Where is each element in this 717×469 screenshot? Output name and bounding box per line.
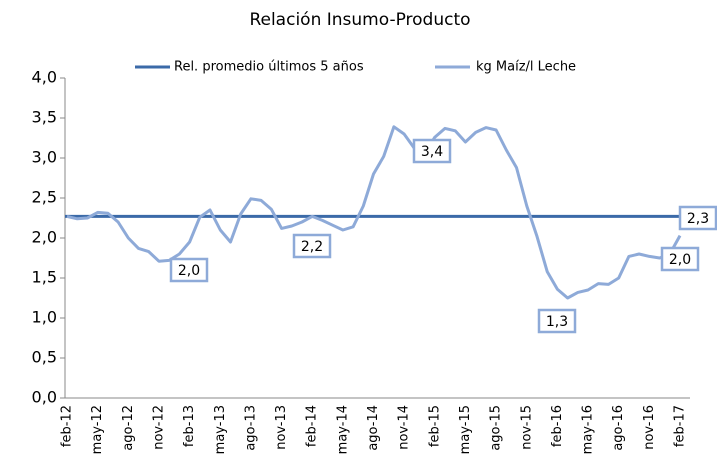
y-tick-label: 2,5 — [32, 188, 57, 207]
x-tick-label: nov-15 — [519, 405, 534, 450]
annotation-label: 2,0 — [669, 252, 691, 268]
annotation-label: 3,4 — [421, 144, 443, 160]
y-tick-label: 0,5 — [32, 348, 57, 367]
y-tick-label: 3,0 — [32, 148, 57, 167]
x-tick-label: nov-12 — [151, 405, 166, 450]
x-tick-label: feb-16 — [550, 405, 565, 447]
annotation-box — [660, 246, 700, 272]
annotation-box — [169, 257, 209, 283]
annotation-box — [292, 233, 332, 259]
x-tick-label: feb-14 — [305, 405, 320, 447]
x-tick-label: feb-13 — [182, 405, 197, 447]
y-tick-label: 1,5 — [32, 268, 57, 287]
y-tick-label: 3,5 — [32, 108, 57, 127]
x-tick-label: ago-13 — [243, 405, 258, 451]
annotation-label: 2,2 — [301, 239, 323, 255]
x-tick-label: may-14 — [335, 405, 350, 454]
chart-title: Relación Insumo-Producto — [249, 10, 470, 30]
x-tick-label: nov-13 — [274, 405, 289, 450]
series-line — [66, 125, 682, 300]
x-tick-label: may-12 — [90, 405, 105, 454]
y-tick-label: 4,0 — [32, 68, 57, 87]
x-tick-label: ago-16 — [611, 405, 626, 451]
x-tick-label: ago-14 — [366, 405, 381, 451]
x-tick-label: nov-14 — [397, 405, 412, 450]
y-tick-label: 0,0 — [32, 388, 57, 407]
annotation-label: 2,0 — [178, 263, 200, 279]
annotation-label: 2,3 — [687, 211, 709, 227]
x-tick-label: nov-16 — [642, 405, 657, 450]
x-tick-label: ago-15 — [489, 405, 504, 451]
x-tick-label: may-16 — [581, 405, 596, 454]
y-tick-label: 2,0 — [32, 228, 57, 247]
annotation-box — [678, 205, 717, 231]
x-tick-label: feb-12 — [60, 405, 75, 447]
legend-label: kg Maíz/l Leche — [476, 60, 576, 75]
annotation-label: 1,3 — [546, 314, 568, 330]
x-tick-label: may-13 — [213, 405, 228, 454]
y-tick-label: 1,0 — [32, 308, 57, 327]
x-tick-label: feb-17 — [673, 405, 688, 447]
x-tick-label: ago-12 — [121, 405, 136, 451]
x-tick-label: may-15 — [458, 405, 473, 454]
annotation-box — [412, 138, 452, 164]
x-tick-label: feb-15 — [427, 405, 442, 447]
annotation-box — [537, 308, 577, 334]
legend-label: Rel. promedio últimos 5 años — [174, 60, 364, 75]
